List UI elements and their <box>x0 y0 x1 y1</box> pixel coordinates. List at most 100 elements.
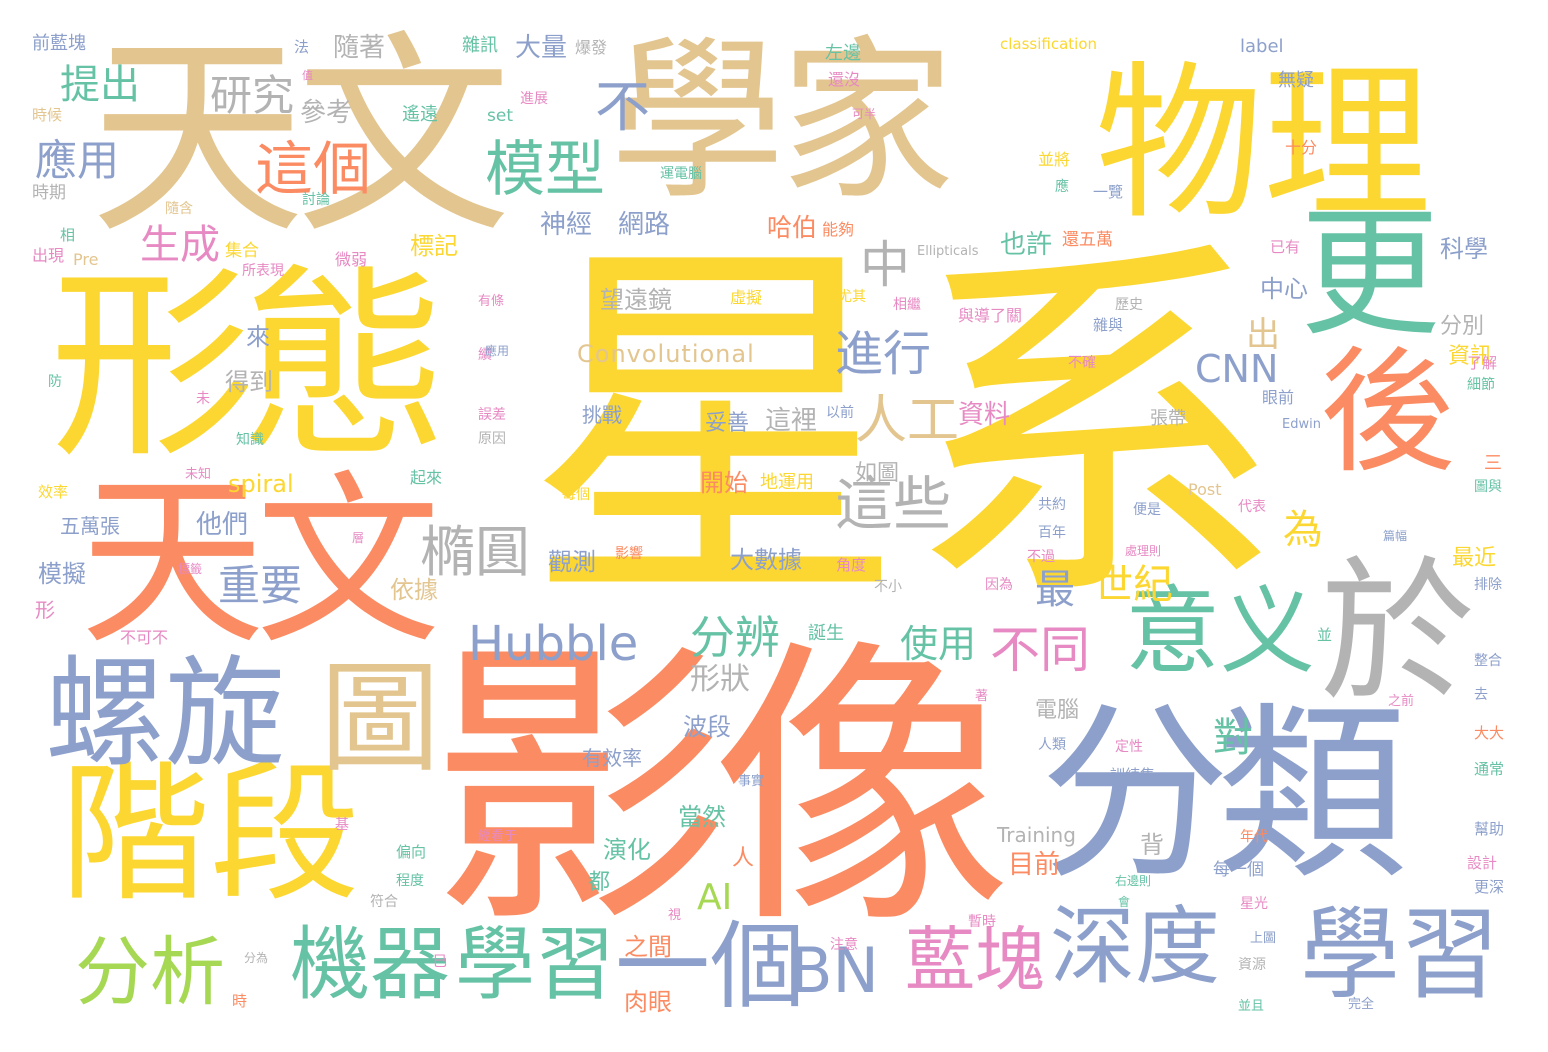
word-sheji: 設計 <box>1467 854 1498 872</box>
word-nenggou: 能夠 <box>822 220 855 239</box>
word-daibiao: 代表 <box>1238 499 1266 515</box>
word-ziyuan: 資源 <box>1238 957 1266 973</box>
word-zanshi: 暫時 <box>968 914 996 930</box>
word-zhijian: 之間 <box>624 933 672 961</box>
word-tuyu: 圖與 <box>1474 479 1502 495</box>
word-hou: 後 <box>1320 334 1455 491</box>
word-shishi: 事實 <box>738 774 765 789</box>
word-dansheng: 誕生 <box>808 623 844 644</box>
word-suobiaoxian: 所表現 <box>242 263 284 279</box>
word-buxiao: 不小 <box>874 579 902 595</box>
word-shenjing: 神經 <box>540 210 593 240</box>
word-butong: 不同 <box>990 621 1090 679</box>
word-yanqian: 眼前 <box>1262 388 1295 407</box>
word-xingzhuang: 形狀 <box>690 662 750 697</box>
word-yu: 於 <box>1320 542 1475 723</box>
word-zhiqian: 之前 <box>1388 694 1415 709</box>
word-habo: 哈伯 <box>767 213 818 242</box>
word-kexue: 科學 <box>1440 235 1488 263</box>
word-suizhe: 隨著 <box>333 33 386 63</box>
word-tuoshan: 妥善 <box>705 411 750 436</box>
word-shendu: 深度 <box>1050 898 1221 997</box>
word-san: 三 <box>1484 453 1502 474</box>
word-xingtai: 形態 <box>50 248 448 486</box>
word-youqi: 尤其 <box>838 289 866 305</box>
word-jinzhan: 進展 <box>520 91 548 107</box>
word-bing: 並 <box>1317 626 1333 644</box>
word-chu: 出 <box>1246 315 1280 355</box>
word-chuxian: 出現 <box>32 246 65 265</box>
word-ceng: 層 <box>352 531 365 545</box>
word-lai: 來 <box>246 323 270 351</box>
word-luoxuan: 螺旋 <box>45 645 285 784</box>
word-yilan: 一覽 <box>1093 183 1124 201</box>
word-bei: 背 <box>1140 831 1164 859</box>
word-set: set <box>487 106 513 126</box>
word-post: Post <box>1188 480 1222 499</box>
word-training: Training <box>997 823 1076 847</box>
word-gengshen: 更深 <box>1474 878 1505 896</box>
word-niandai: 年代 <box>1240 829 1268 845</box>
word-wanglu: 網路 <box>618 210 671 240</box>
word-zhexie: 這些 <box>835 470 952 538</box>
word-jiaodu: 角度 <box>836 556 867 574</box>
word-xuni: 虛擬 <box>730 288 763 307</box>
word-tiaozhan: 挑戰 <box>582 403 622 427</box>
word-yexu: 也許 <box>1000 230 1053 260</box>
word-tamen: 他們 <box>196 510 249 540</box>
word-yingxiang: 影像 <box>430 615 1012 964</box>
word-yanjiu: 研究 <box>210 71 295 120</box>
word-dou: 都 <box>588 870 611 895</box>
word-dedao: 得到 <box>225 368 273 396</box>
word-xing: 形 <box>35 598 55 622</box>
word-xingguang: 星光 <box>1240 896 1268 912</box>
word-ren: 人 <box>732 846 755 871</box>
word-zhishi: 知識 <box>236 432 264 448</box>
word-qilai: 起來 <box>410 468 443 487</box>
word-lankuai: 藍塊 <box>905 919 1045 1001</box>
word-meige: 每個 <box>562 487 590 503</box>
word-xu: 續 <box>478 347 492 363</box>
word-jihe: 集合 <box>225 241 259 261</box>
word-xiang: 相 <box>60 226 76 244</box>
word-zui: 最 <box>1035 567 1075 613</box>
word-shiji: 世紀 <box>1093 562 1173 608</box>
word-cnn: CNN <box>1195 347 1279 391</box>
word-wanquan: 完全 <box>1348 997 1375 1012</box>
word-zhangdai: 張帶 <box>1150 408 1186 429</box>
word-youxiaolu: 有效率 <box>582 746 642 770</box>
word-cankao: 參考 <box>300 98 353 128</box>
word-liaojie: 了解 <box>1467 354 1498 372</box>
word-boduan: 波段 <box>683 713 731 741</box>
word-zhi: 值 <box>302 69 313 82</box>
word-shengcheng: 生成 <box>140 222 220 268</box>
word-yingyong: 應用 <box>35 136 120 185</box>
word-bingjiang: 並將 <box>1038 150 1071 169</box>
word-zhege: 這個 <box>255 135 372 203</box>
word-paichu: 排除 <box>1474 577 1502 593</box>
word-fenbie: 分別 <box>1440 314 1485 339</box>
word-ying: 應 <box>1055 179 1069 195</box>
word-taolun: 討論 <box>302 192 330 208</box>
word-yiqian: 以前 <box>826 405 854 421</box>
word-bu: 不 <box>595 75 651 139</box>
word-diannao: 電腦 <box>1035 698 1080 723</box>
word-pianxiang: 偏向 <box>396 843 427 861</box>
word-suihan: 隨含 <box>165 201 193 217</box>
word-geng: 更 <box>1300 193 1441 356</box>
word-classification: classification <box>1000 35 1098 53</box>
word-yingxiang-small: 影響 <box>615 546 643 562</box>
word-zhongyao: 重要 <box>218 561 303 610</box>
word-diyunyong: 地運用 <box>760 472 814 493</box>
word-dashuju: 大數據 <box>730 546 802 574</box>
word-yaoyuan: 遙遠 <box>402 104 438 125</box>
word-wei: 未 <box>196 391 210 407</box>
word-yige: 一個 <box>615 912 806 1022</box>
word-youtiao: 有條 <box>478 294 505 309</box>
word-shangtu: 上圖 <box>1250 931 1277 946</box>
word-biaoji: 標記 <box>410 232 458 260</box>
word-label: label <box>1240 36 1284 57</box>
word-ai: AI <box>697 877 733 918</box>
word-zayu: 雜與 <box>1093 316 1124 334</box>
